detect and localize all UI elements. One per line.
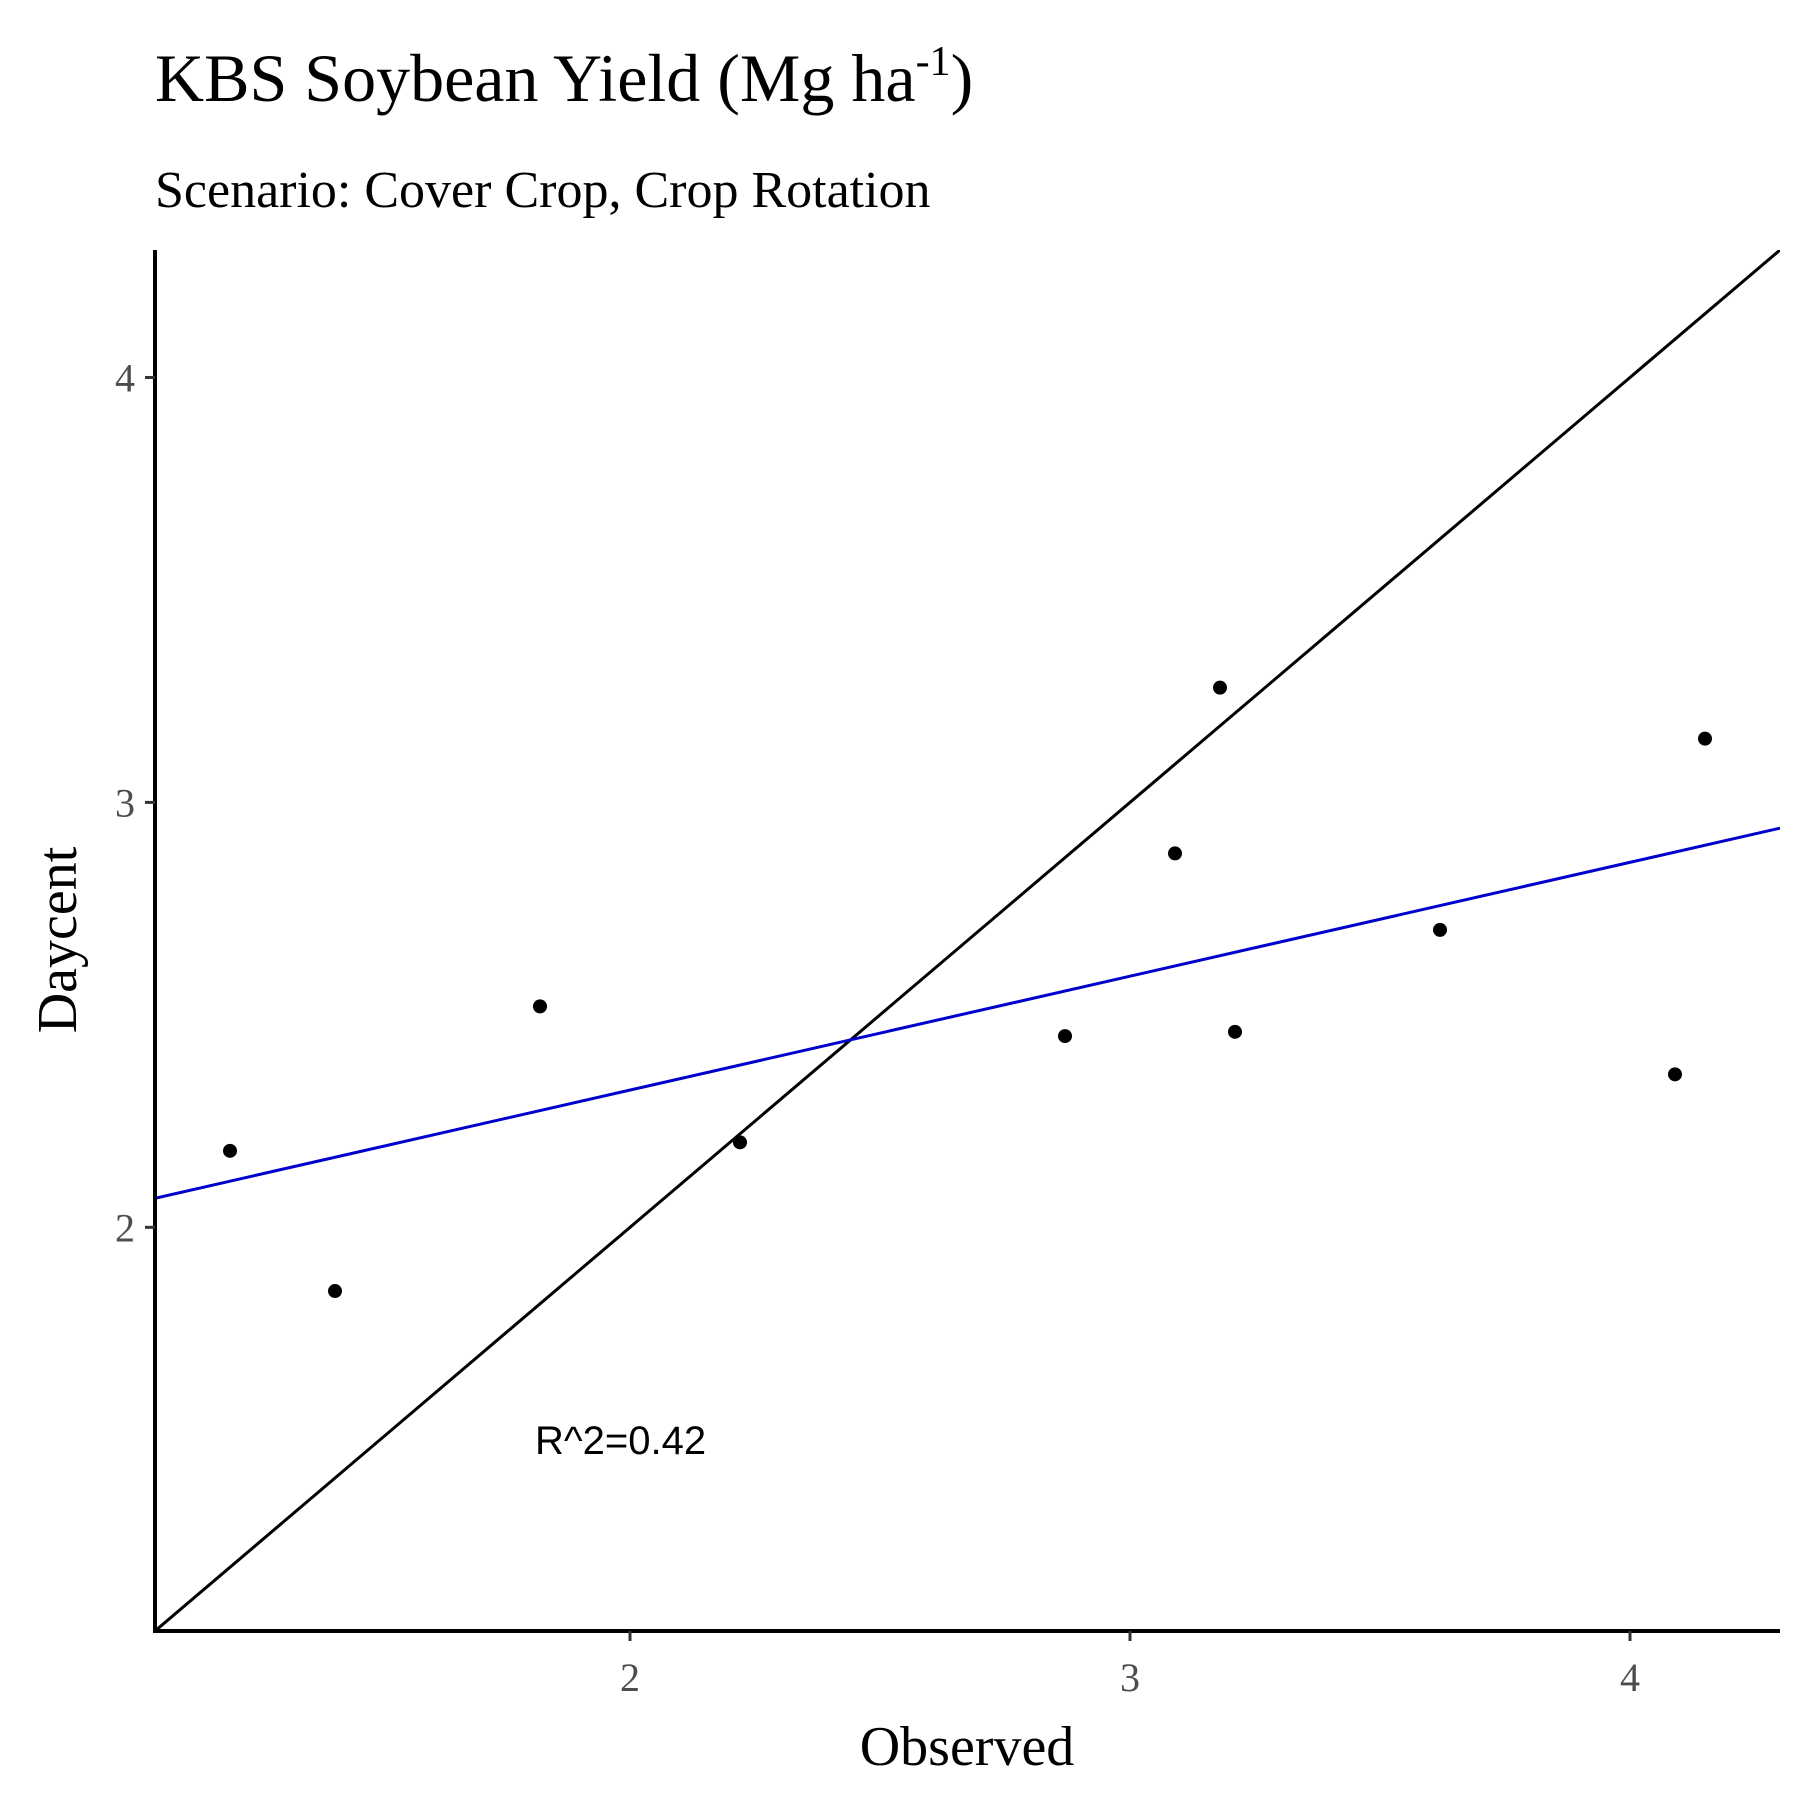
- x-axis-title: Observed: [860, 1716, 1075, 1778]
- data-point: [1433, 922, 1447, 937]
- r-squared-annotation: R^2=0.42: [535, 1419, 706, 1463]
- chart-subtitle: Scenario: Cover Crop, Crop Rotation: [155, 162, 931, 219]
- regression-line: [155, 826, 1780, 1200]
- data-point: [1058, 1029, 1072, 1044]
- data-point: [223, 1143, 237, 1158]
- x-tick-label: 4: [1620, 1655, 1640, 1700]
- x-tick-label: 2: [620, 1655, 640, 1700]
- axis-ticks: 2 3 4 2 3 4: [115, 355, 1640, 1700]
- data-point: [1228, 1024, 1242, 1039]
- chart-title: KBS Soybean Yield (Mg ha-1): [155, 39, 973, 116]
- data-point: [733, 1135, 747, 1150]
- x-tick-label: 3: [1120, 1655, 1140, 1700]
- y-tick-label: 3: [115, 780, 135, 825]
- plot-area: [155, 250, 1780, 1630]
- data-point: [1698, 731, 1712, 746]
- chart-title-superscript: -1: [916, 39, 951, 85]
- data-points: [223, 680, 1712, 1299]
- chart-title-main: KBS Soybean Yield (Mg ha: [155, 40, 916, 116]
- y-tick-label: 2: [115, 1205, 135, 1250]
- identity-line: [155, 250, 1780, 1630]
- chart-title-end: ): [951, 40, 974, 116]
- y-tick-label: 4: [115, 355, 135, 400]
- data-point: [1213, 680, 1227, 695]
- data-point: [533, 999, 547, 1014]
- data-point: [1668, 1067, 1682, 1082]
- y-axis-title: Daycent: [27, 846, 89, 1033]
- data-point: [1168, 846, 1182, 861]
- data-point: [328, 1284, 342, 1299]
